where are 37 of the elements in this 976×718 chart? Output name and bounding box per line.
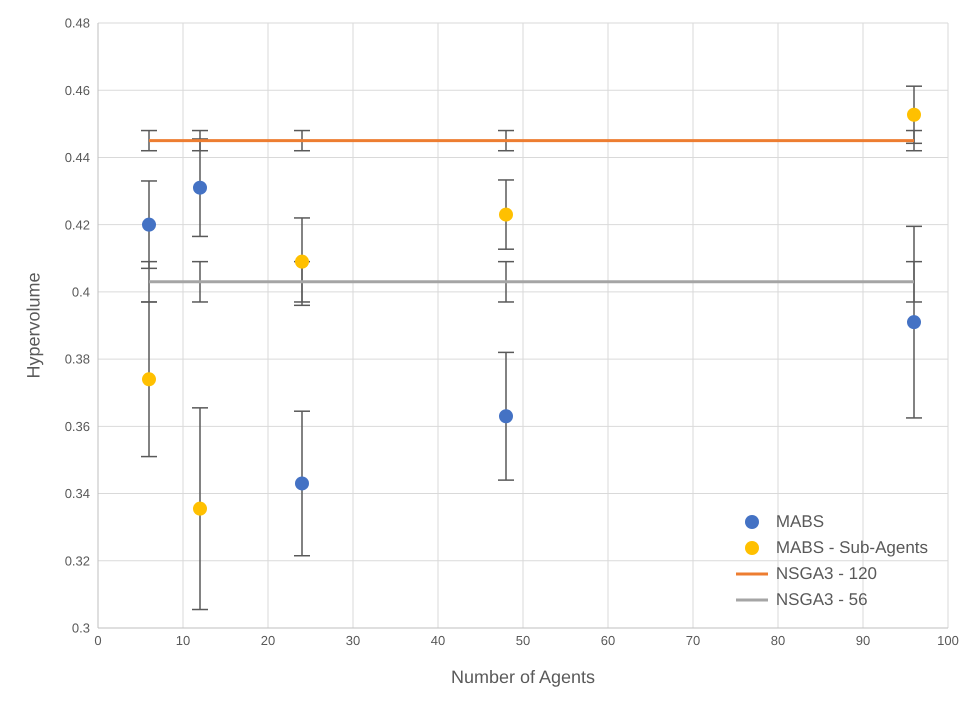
y-tick-label: 0.44 <box>64 150 90 166</box>
y-tick-label: 0.32 <box>64 553 90 568</box>
point <box>295 254 309 269</box>
point <box>907 108 921 122</box>
point <box>907 315 921 330</box>
y-tick-label: 0.3 <box>72 620 90 636</box>
point <box>142 372 156 386</box>
x-tick-label: 10 <box>176 633 190 648</box>
point <box>142 218 156 232</box>
y-tick-label: 0.34 <box>64 486 90 502</box>
y-tick-label: 0.48 <box>64 16 90 31</box>
point <box>193 180 207 195</box>
point <box>499 409 513 424</box>
x-tick-label: 70 <box>686 633 700 648</box>
x-tick-label: 0 <box>94 633 102 648</box>
point <box>295 476 309 490</box>
y-tick-label: 0.36 <box>64 418 90 434</box>
legend-label: MABS - Sub-Agents <box>776 537 928 559</box>
y-axis-title: Hypervolume <box>23 272 44 379</box>
legend-label: NSGA3 - 56 <box>776 589 868 611</box>
x-tick-label: 60 <box>600 633 616 648</box>
x-tick-label: 80 <box>770 633 786 648</box>
legend-label: MABS <box>776 511 824 533</box>
legend-label: NSGA3 - 120 <box>776 563 877 585</box>
x-tick-label: 90 <box>856 633 870 648</box>
y-tick-label: 0.46 <box>64 82 90 98</box>
y-tick-label: 0.38 <box>64 352 90 367</box>
point <box>499 208 513 222</box>
x-tick-label: 100 <box>937 633 959 648</box>
y-tick-label: 0.4 <box>72 284 90 300</box>
point <box>193 502 207 516</box>
x-tick-label: 20 <box>260 633 276 648</box>
x-tick-label: 40 <box>430 633 446 648</box>
x-tick-label: 50 <box>516 633 530 648</box>
y-tick-label: 0.42 <box>64 217 90 232</box>
x-tick-label: 30 <box>346 633 360 648</box>
x-axis-title: Number of Agents <box>450 667 596 687</box>
